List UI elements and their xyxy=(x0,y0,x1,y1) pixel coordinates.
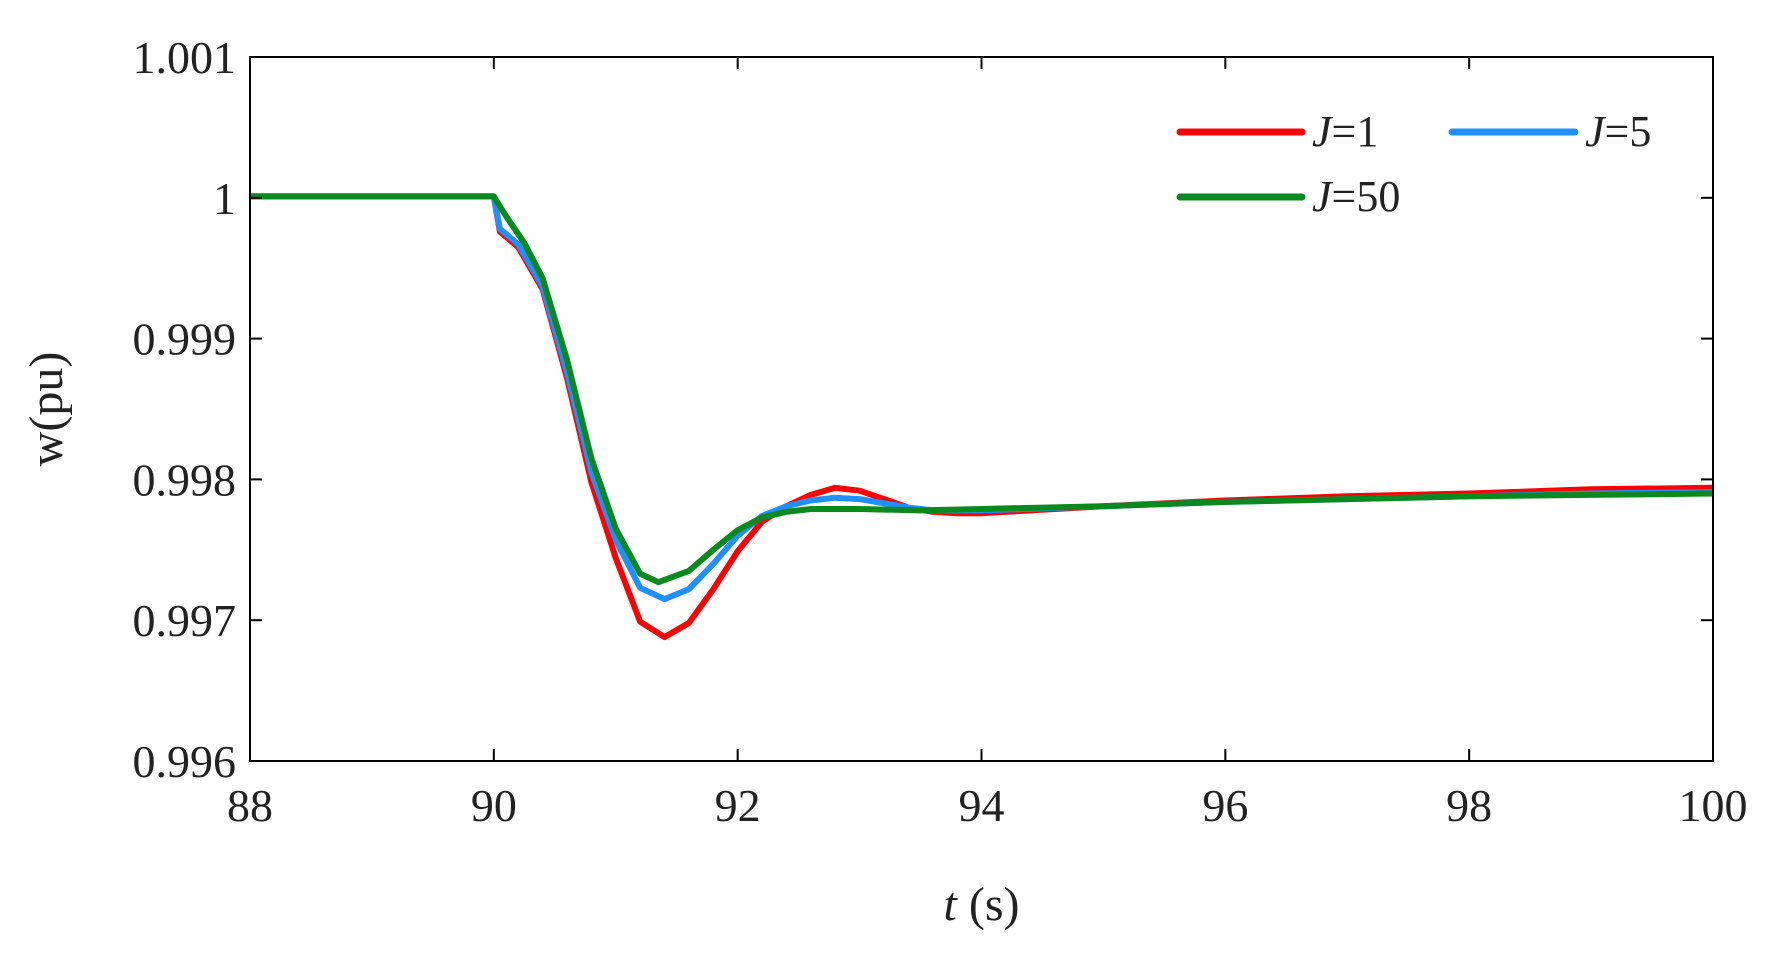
legend-label-var: J xyxy=(1312,107,1334,156)
axes-frame xyxy=(249,56,1714,762)
plot-area xyxy=(250,193,1713,641)
axes: 88 90 92 94 96 98 100 0.996 0.997 0.998 0.999 1 1.00… xyxy=(133,32,1748,831)
x-tick-label: 98 xyxy=(1446,780,1492,831)
y-axis-title: w(pu) xyxy=(20,352,73,467)
legend: J=1 J=5J=50 xyxy=(1176,107,1651,221)
y-tick-label: 0.998 xyxy=(133,454,237,505)
y-tick-label: 0.999 xyxy=(133,314,237,365)
x-tick-label: 92 xyxy=(715,780,761,831)
x-tick-label: 96 xyxy=(1202,780,1248,831)
legend-label-var: J xyxy=(1312,172,1334,221)
legend-label-1: J=1 xyxy=(1312,107,1378,156)
series-line-1 xyxy=(250,193,1713,641)
series-line-3 xyxy=(250,193,1713,586)
legend-label-rest: =1 xyxy=(1332,107,1379,156)
x-axis-unit: (s) xyxy=(957,878,1020,931)
y-tick-label: 1.001 xyxy=(133,32,237,83)
x-tick-label: 94 xyxy=(959,780,1005,831)
y-tick-label: 0.997 xyxy=(133,595,237,646)
legend-label-2: J=5 xyxy=(1585,107,1651,156)
legend-label-rest: =50 xyxy=(1332,172,1401,221)
x-tick-label: 100 xyxy=(1679,780,1748,831)
x-tick-label: 90 xyxy=(471,780,517,831)
x-tick-label: 88 xyxy=(227,780,273,831)
legend-label-var: J xyxy=(1585,107,1607,156)
series-line-2 xyxy=(250,193,1713,603)
x-axis-variable: t xyxy=(944,878,959,931)
legend-label-rest: =5 xyxy=(1605,107,1652,156)
y-tick-label: 1 xyxy=(213,173,236,224)
legend-label-3: J=50 xyxy=(1312,172,1400,221)
y-tick-label: 0.996 xyxy=(133,736,237,787)
x-axis-title: t (s) xyxy=(944,878,1020,931)
